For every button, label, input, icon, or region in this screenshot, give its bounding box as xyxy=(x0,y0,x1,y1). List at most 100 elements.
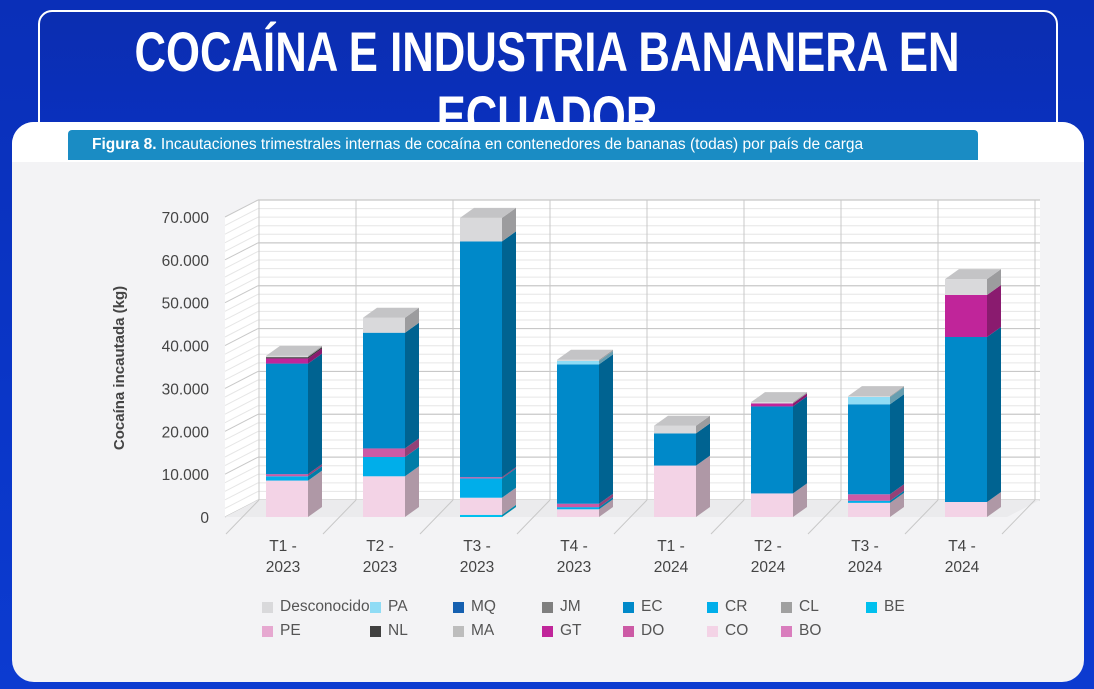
bar-segment-side-Desconocido xyxy=(599,349,613,361)
legend-label: CR xyxy=(725,598,748,615)
bar-segment-side-EC xyxy=(793,396,807,494)
bar-segment-DO xyxy=(848,494,890,501)
bar-segment-side-CO xyxy=(890,492,904,517)
bar-segment-GT xyxy=(751,403,793,407)
bar-segment-CR xyxy=(363,457,405,477)
bar-segment-DO xyxy=(266,474,308,477)
bar-segment-CR xyxy=(557,507,599,510)
bar-segment-DO xyxy=(460,477,502,479)
legend-item-co: CO xyxy=(707,622,748,640)
bar-segment-side-DO xyxy=(405,438,419,457)
bar-segment-side-EC xyxy=(502,231,516,478)
legend-item-gt: GT xyxy=(542,622,582,640)
bar-segment-side-DO xyxy=(890,484,904,501)
floor-line xyxy=(225,499,260,535)
bar-segment-side-EC xyxy=(599,354,613,504)
floor-line xyxy=(613,499,648,535)
bar-segment-side-Desconocido xyxy=(696,415,710,434)
bar-top-face xyxy=(266,345,322,356)
bar-segment-GT xyxy=(266,358,308,364)
bar-segment-side-Desconocido xyxy=(308,345,322,358)
side-gridline xyxy=(224,345,259,364)
floor-line xyxy=(807,499,842,535)
side-gridline xyxy=(224,370,259,389)
x-tick-label: T1 - xyxy=(657,538,685,555)
bar-top-face xyxy=(460,207,516,218)
x-tick-label: 2024 xyxy=(751,559,786,576)
y-tick-label: 30.000 xyxy=(162,381,210,398)
bar-segment-BE xyxy=(460,514,502,517)
bar-segment-Desconocido xyxy=(751,402,793,404)
side-gridline xyxy=(224,319,259,338)
bar-segment-side-EC xyxy=(405,322,419,449)
bar-top-face xyxy=(363,307,419,318)
bar-top-face xyxy=(945,269,1001,280)
y-tick-label: 70.000 xyxy=(162,210,210,227)
bar-segment-EC xyxy=(460,241,502,478)
y-tick-label: 20.000 xyxy=(162,424,210,441)
bar-segment-side-GT xyxy=(793,393,807,407)
x-tick-label: T3 - xyxy=(851,538,879,555)
legend-swatch xyxy=(262,601,273,613)
x-tick-label: 2023 xyxy=(363,559,397,576)
legend-label: BE xyxy=(884,598,905,615)
bar-segment-side-BE xyxy=(502,504,516,517)
bar-segment-side-GT xyxy=(308,348,322,364)
legend-swatch xyxy=(370,601,381,613)
y-tick-label: 50.000 xyxy=(162,296,210,313)
bar-segment-side-CO xyxy=(502,487,516,515)
bar-segment-Desconocido xyxy=(266,355,308,358)
side-gridline xyxy=(224,353,259,372)
side-gridline xyxy=(224,448,259,467)
bar-segment-side-CO xyxy=(987,492,1001,517)
legend-swatch xyxy=(707,601,718,613)
bar-segment-side-CO xyxy=(599,499,613,517)
bar-top-face xyxy=(557,349,613,360)
side-gridline xyxy=(224,422,259,441)
legend-label: NL xyxy=(388,622,408,639)
x-tick-label: 2024 xyxy=(654,559,689,576)
legend-swatch xyxy=(542,625,553,637)
figure-caption-text: Incautaciones trimestrales internas de c… xyxy=(156,136,864,153)
side-gridline xyxy=(224,302,259,321)
legend-item-nl: NL xyxy=(370,622,408,640)
bar-segment-DO xyxy=(363,448,405,457)
bar-segment-CO xyxy=(557,509,599,517)
legend-item-be: BE xyxy=(866,598,905,616)
x-tick-label: 2023 xyxy=(557,559,591,576)
y-axis-label: Cocaína incautada (kg) xyxy=(111,286,128,450)
x-tick-label: T4 - xyxy=(948,538,976,555)
side-gridline xyxy=(224,413,259,432)
side-gridline xyxy=(224,379,259,398)
bar-segment-side-CR xyxy=(599,497,613,510)
x-tick-label: 2024 xyxy=(945,559,980,576)
legend-swatch xyxy=(781,601,792,613)
y-tick-label: 10.000 xyxy=(162,467,210,484)
bar-segment-side-EC xyxy=(987,327,1001,502)
x-tick-label: T2 - xyxy=(754,538,782,555)
bar-segment-side-CR xyxy=(502,468,516,498)
side-gridline xyxy=(224,293,259,312)
side-gridline xyxy=(224,199,259,218)
legend-item-ec: EC xyxy=(623,598,663,616)
bar-top-face xyxy=(848,386,904,397)
bar-segment-CO xyxy=(460,497,502,515)
bar-segment-EC xyxy=(363,332,405,449)
side-gridline xyxy=(224,430,259,449)
legend-item-jm: JM xyxy=(542,598,581,616)
side-gridline xyxy=(224,490,259,509)
side-gridline xyxy=(224,285,259,304)
legend-swatch xyxy=(623,601,634,613)
figure-caption: Figura 8. Incautaciones trimestrales int… xyxy=(68,130,978,160)
bar-segment-side-Desconocido xyxy=(987,269,1001,295)
floor-line xyxy=(419,499,454,535)
legend-label: CL xyxy=(799,598,819,615)
legend-label: BO xyxy=(799,622,822,639)
legend-label: GT xyxy=(560,622,582,639)
bar-segment-side-NL xyxy=(308,347,322,359)
x-tick-label: 2024 xyxy=(848,559,883,576)
bar-segment-side-CR xyxy=(308,466,322,481)
legend-label: EC xyxy=(641,598,663,615)
figure-label: Figura 8. xyxy=(92,136,157,153)
bar-segment-EC xyxy=(654,433,696,466)
